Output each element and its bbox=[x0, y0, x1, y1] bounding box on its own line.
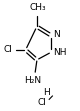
Text: H: H bbox=[43, 88, 50, 97]
Text: NH: NH bbox=[53, 48, 67, 57]
Text: H₂N: H₂N bbox=[24, 76, 41, 85]
Text: N: N bbox=[53, 30, 60, 39]
Text: CH₃: CH₃ bbox=[29, 3, 46, 12]
Text: Cl: Cl bbox=[4, 45, 13, 55]
Text: Cl: Cl bbox=[37, 98, 46, 107]
